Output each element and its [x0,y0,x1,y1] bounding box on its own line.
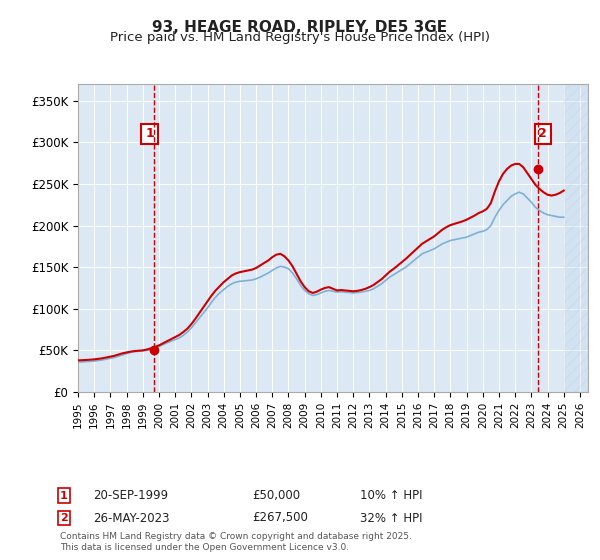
Text: 10% ↑ HPI: 10% ↑ HPI [360,489,422,502]
Text: 20-SEP-1999: 20-SEP-1999 [93,489,168,502]
Text: 26-MAY-2023: 26-MAY-2023 [93,511,170,525]
Text: Price paid vs. HM Land Registry's House Price Index (HPI): Price paid vs. HM Land Registry's House … [110,31,490,44]
Text: 2: 2 [538,128,547,141]
Bar [564,84,588,392]
Text: 93, HEAGE ROAD, RIPLEY, DE5 3GE: 93, HEAGE ROAD, RIPLEY, DE5 3GE [152,20,448,35]
Text: 2: 2 [60,513,68,523]
Text: 1: 1 [60,491,68,501]
Text: 32% ↑ HPI: 32% ↑ HPI [360,511,422,525]
Text: £267,500: £267,500 [252,511,308,525]
Text: £50,000: £50,000 [252,489,300,502]
Text: Contains HM Land Registry data © Crown copyright and database right 2025.
This d: Contains HM Land Registry data © Crown c… [60,532,412,552]
Text: 1: 1 [145,128,154,141]
